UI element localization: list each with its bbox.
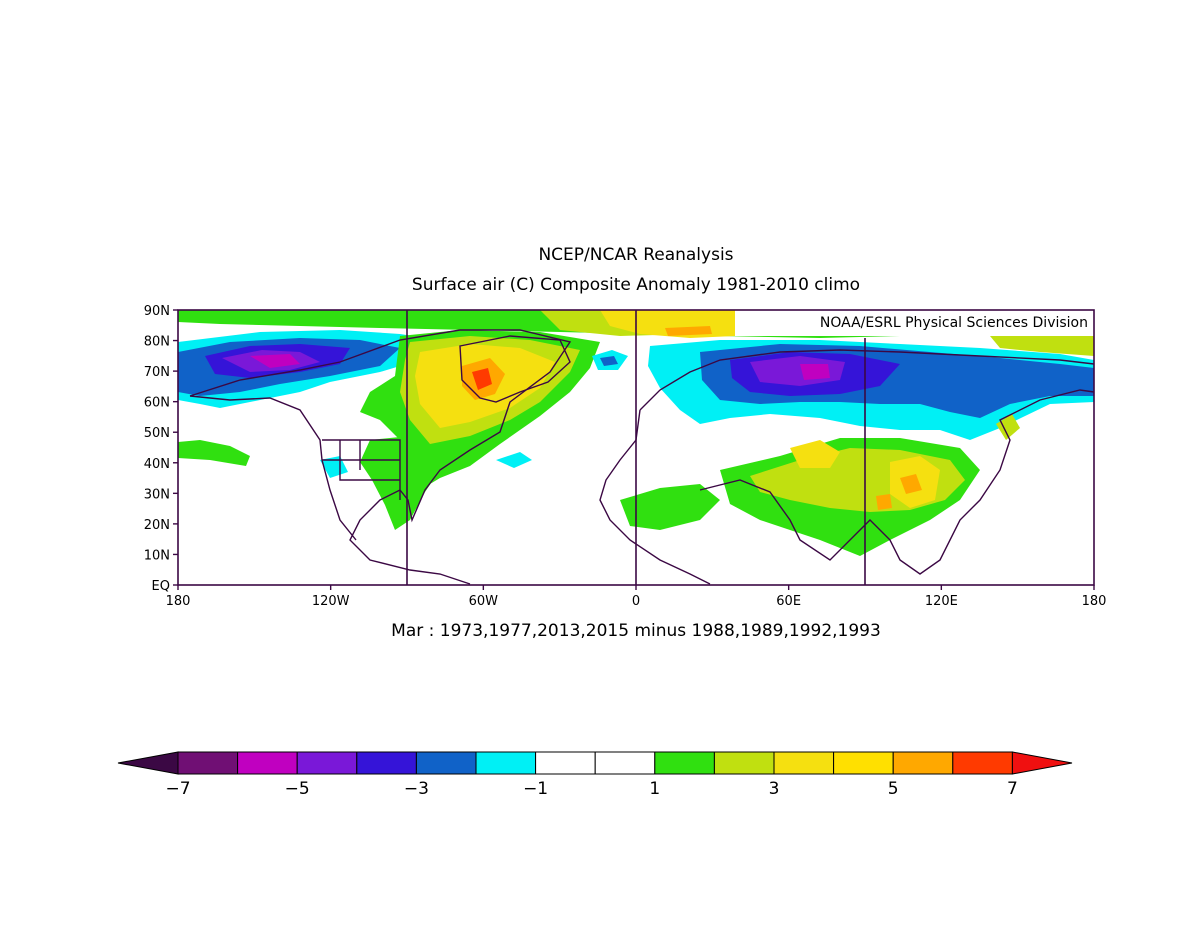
asia-warm-yellow [790, 440, 940, 508]
colorbar-swatch [237, 751, 298, 775]
map-title: NCEP/NCAR Reanalysis [538, 245, 733, 265]
atlantic-cold-core [600, 356, 618, 366]
colorbar-label: −3 [404, 779, 429, 799]
colorbar-label: 5 [888, 779, 899, 799]
colorbar-label: −7 [165, 779, 190, 799]
colorbar-swatch [296, 751, 358, 775]
colorbar-swatch [773, 751, 835, 775]
colorbar-swatch [594, 751, 656, 775]
lon-tick-label: 180 [166, 594, 191, 609]
lon-tick-label: 180 [1082, 594, 1107, 609]
lat-tick-label: 90N [144, 304, 170, 319]
lat-tick-label: EQ [152, 579, 170, 594]
colorbar-label: −1 [523, 779, 548, 799]
map-panel: NOAA/ESRL Physical Sciences Division [178, 310, 1094, 585]
colorbar-swatch [415, 751, 477, 775]
colorbar-swatch [952, 751, 1013, 775]
us-cyan-spot [320, 456, 348, 478]
colorbar-label: −5 [285, 779, 310, 799]
atlantic-cyan-dot [496, 452, 532, 468]
colorbar-swatch [892, 751, 954, 775]
lon-tick-label: 60W [469, 594, 499, 609]
colorbar-labels: −7 −5 −3 −1 1 3 5 7 [165, 779, 1017, 799]
credit-box [735, 310, 1094, 336]
north-pacific-green-strip [178, 440, 250, 466]
lat-tick-label: 40N [144, 457, 170, 472]
alaska-cold-magenta [250, 354, 300, 368]
lat-tick-label: 80N [144, 335, 170, 350]
lat-tick-label: 10N [144, 548, 170, 563]
reference-meridians [406, 310, 866, 585]
colorbar-swatch [654, 751, 715, 775]
colorbar-swatch [475, 751, 537, 775]
colorbar-left-arrow [117, 751, 179, 775]
lat-tick-label: 70N [144, 365, 170, 380]
lat-tick-label: 60N [144, 396, 170, 411]
colorbar-swatch [833, 751, 894, 775]
japan-warm-blob [996, 414, 1020, 440]
colorbar [117, 751, 1073, 775]
arctic-orange-spot [665, 326, 712, 336]
greenland-warm-red [472, 368, 492, 390]
colorbar-swatch [713, 751, 775, 775]
colorbar-swatch [356, 751, 417, 775]
asia-warm-orange [876, 474, 922, 510]
lat-tick-label: 30N [144, 487, 170, 502]
map-caption: Mar : 1973,1977,2013,2015 minus 1988,198… [391, 621, 881, 641]
latitude-axis: 90N 80N 70N 60N 50N 40N 30N 20N 10N EQ [144, 304, 178, 594]
colorbar-right-arrow [1011, 751, 1073, 775]
africa-green-patch [620, 484, 720, 530]
colorbar-label: 3 [769, 779, 780, 799]
lon-tick-label: 60E [776, 594, 801, 609]
credit-label: NOAA/ESRL Physical Sciences Division [820, 315, 1088, 331]
lon-tick-label: 0 [632, 594, 640, 609]
lon-tick-label: 120W [312, 594, 350, 609]
russia-cold-magenta [800, 364, 830, 380]
colorbar-swatch [177, 751, 239, 775]
lon-tick-label: 120E [925, 594, 958, 609]
coastlines [189, 329, 1094, 585]
map-subtitle: Surface air (C) Composite Anomaly 1981-2… [412, 275, 860, 295]
colorbar-swatch [535, 751, 596, 775]
north-america-outline [189, 329, 572, 585]
lat-tick-label: 20N [144, 518, 170, 533]
eurasia-outline [599, 349, 1094, 585]
colorbar-label: 1 [649, 779, 660, 799]
lat-tick-label: 50N [144, 426, 170, 441]
colorbar-label: 7 [1007, 779, 1018, 799]
longitude-axis: 180 120W 60W 0 60E 120E 180 [166, 585, 1107, 609]
us-states-grid [322, 439, 401, 500]
greenland-outline [459, 335, 571, 403]
